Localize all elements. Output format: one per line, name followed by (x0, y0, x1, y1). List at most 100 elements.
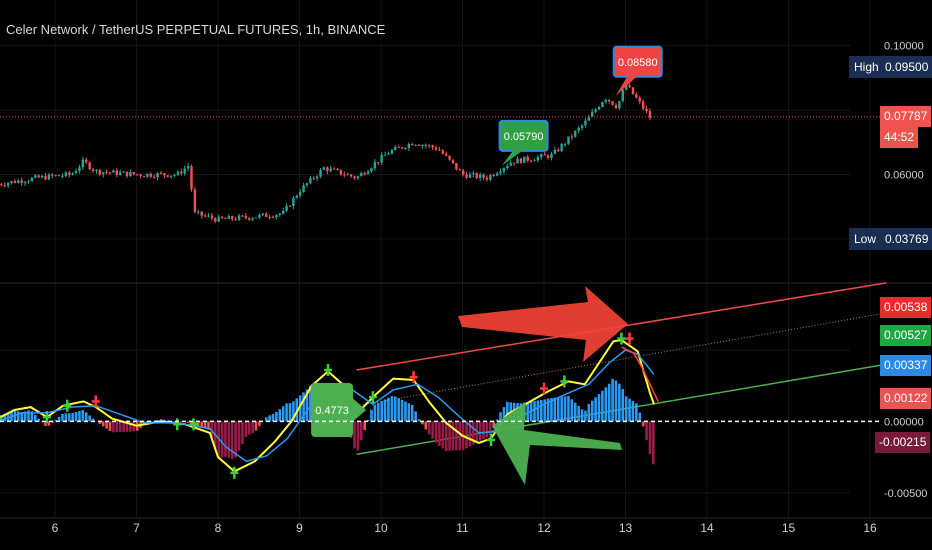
histogram-bar (27, 410, 30, 422)
candle-body (254, 217, 258, 219)
candle-body (13, 181, 17, 183)
candle-body (156, 173, 159, 178)
histogram-bar (3, 413, 7, 422)
histogram-bar (502, 407, 506, 422)
candle-body (129, 172, 132, 177)
candle-body (407, 143, 411, 149)
candle-body (580, 125, 584, 128)
histogram-bar (264, 417, 268, 422)
candle-body (61, 175, 64, 177)
histogram-bar (434, 421, 438, 443)
current-price-tag: 0.07787 (880, 106, 932, 127)
candle-body (282, 210, 285, 214)
histogram-bar (614, 380, 618, 422)
candle-body (271, 217, 275, 219)
candle-body (305, 183, 309, 186)
candle-body (132, 172, 135, 175)
channel-lower (356, 363, 887, 456)
candle-body (601, 102, 604, 107)
countdown-tag: 44:52 (880, 127, 919, 148)
arrows (458, 286, 628, 485)
candle-body (265, 213, 268, 217)
candle-body (492, 174, 495, 176)
candle-body (332, 168, 336, 170)
histogram-bar (441, 421, 445, 449)
histogram-bar (224, 421, 227, 457)
candle-body (258, 214, 261, 218)
histogram-bar (587, 403, 591, 422)
histogram-bar (604, 387, 608, 422)
candle-body (190, 166, 193, 190)
candle-body (122, 171, 125, 173)
histogram-bar (305, 389, 309, 422)
histogram-bar (499, 412, 502, 422)
low-label: Low (849, 228, 882, 250)
candle-body (591, 111, 594, 117)
histogram-bar (356, 421, 360, 451)
candle-body (248, 217, 251, 220)
candle-body (404, 148, 407, 150)
histogram-bar (485, 421, 489, 438)
candle-body (387, 153, 390, 155)
candle-body (519, 158, 523, 163)
candle-body (95, 169, 98, 171)
candle-body (424, 145, 428, 147)
histogram-bar (285, 403, 288, 422)
histogram-bar (448, 421, 451, 451)
candle-body (200, 211, 203, 216)
candle-body (516, 158, 519, 164)
histogram-bar (601, 390, 604, 422)
candle-body (57, 175, 61, 177)
candle-body (533, 160, 536, 162)
candle-body (285, 205, 288, 211)
candle-body (149, 173, 152, 177)
candle-body (445, 153, 448, 156)
histogram-bar (536, 400, 540, 422)
candle-body (550, 153, 553, 158)
candle-body (71, 173, 74, 175)
histogram-bar (292, 401, 295, 422)
histogram-bar (254, 421, 258, 431)
histogram-bar (621, 389, 625, 422)
histogram-bar (268, 415, 271, 422)
candle-body (448, 155, 451, 160)
candle-body (339, 169, 343, 175)
histogram-bar (54, 419, 57, 422)
candle-body (512, 162, 516, 164)
candle-body (383, 154, 387, 156)
candle-body (502, 167, 506, 172)
histogram-bar (67, 413, 71, 422)
candle-body (458, 169, 461, 171)
histogram-bar (397, 398, 400, 422)
candle-body (478, 174, 482, 178)
candle-body (360, 173, 363, 177)
candle-body (234, 219, 237, 221)
candle-body (417, 144, 421, 146)
histogram-bar (580, 409, 584, 422)
histogram-bar (641, 421, 645, 427)
candle-body (624, 85, 628, 90)
histogram-bar (125, 421, 129, 432)
candle-body (288, 205, 292, 207)
histogram-bar (180, 421, 183, 423)
histogram-bar (648, 421, 652, 454)
histogram-bar (553, 397, 557, 422)
candle-body (529, 160, 533, 162)
histogram-bar (278, 409, 282, 422)
candle-body (115, 170, 119, 175)
histogram-bar (132, 421, 136, 432)
candle-body (618, 101, 621, 109)
histogram-bar (91, 418, 95, 422)
histogram-bar (237, 421, 241, 451)
candle-body (278, 213, 282, 215)
candle-body (108, 172, 112, 174)
histogram-bar (421, 421, 424, 425)
bearish-arrow (458, 286, 628, 362)
candle-body (638, 97, 641, 102)
histogram-bar (81, 410, 85, 422)
histogram-bar (166, 420, 170, 422)
candle-body (641, 101, 645, 109)
histogram-bar (34, 414, 37, 422)
histogram-bar (383, 399, 387, 422)
candle-body (210, 215, 214, 219)
